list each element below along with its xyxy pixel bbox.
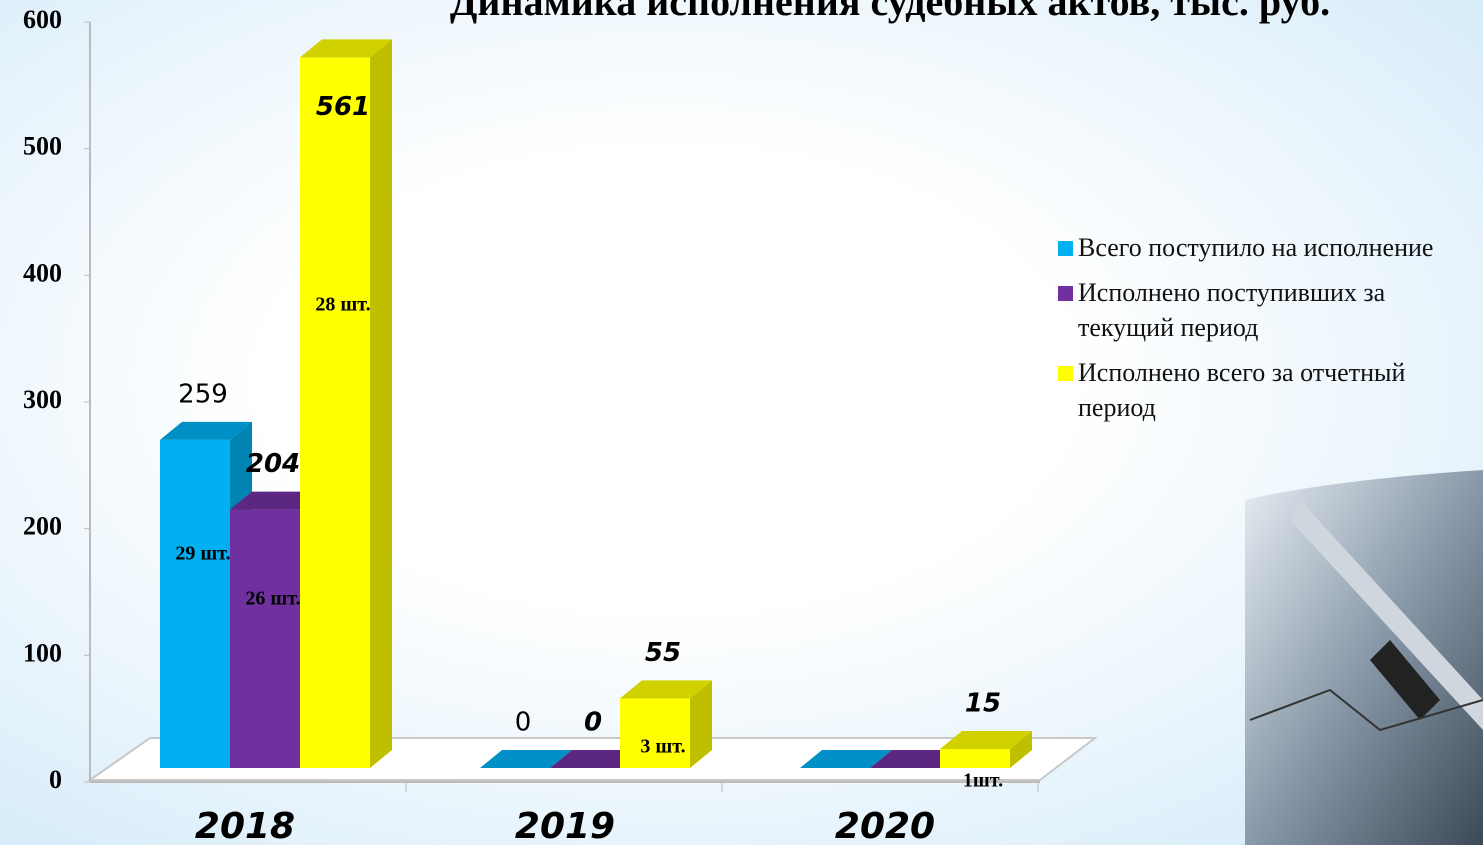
bar <box>870 750 962 768</box>
decorative-photo <box>1245 470 1483 845</box>
data-label: 259 <box>178 379 228 409</box>
data-label: 0 <box>584 708 602 738</box>
bar-face <box>300 39 392 58</box>
y-tick-label: 500 <box>23 132 62 161</box>
bar-face <box>160 439 230 768</box>
y-tick-label: 0 <box>49 765 62 794</box>
bar-face <box>940 749 1010 768</box>
legend: Всего поступило на исполнение Исполнено п… <box>1058 230 1483 435</box>
bar <box>620 680 712 768</box>
bar-face <box>160 421 252 440</box>
bar-face <box>230 491 322 510</box>
bar-face <box>870 750 962 768</box>
bar <box>480 750 572 768</box>
data-label: 15 <box>965 689 1001 719</box>
bar-face <box>690 680 712 768</box>
count-label: 1шт. <box>963 770 1003 792</box>
count-label: 3 шт. <box>640 736 685 758</box>
bar-face <box>940 731 1032 749</box>
y-tick-label: 300 <box>23 385 62 414</box>
data-label: 561 <box>316 92 370 122</box>
count-label: 28 шт. <box>315 294 370 316</box>
x-tick-label: 2018 <box>195 806 295 845</box>
bar-face <box>480 750 572 768</box>
legend-item: Исполнено всего за отчетный период <box>1058 355 1483 425</box>
bar-face <box>1010 731 1032 768</box>
legend-swatch <box>1058 286 1073 301</box>
legend-swatch <box>1058 241 1073 256</box>
bar-face <box>800 750 892 768</box>
legend-swatch <box>1058 366 1073 381</box>
bar-face <box>620 680 712 699</box>
bar-face <box>230 509 300 768</box>
legend-label: Всего поступило на исполнение <box>1078 233 1434 262</box>
bar <box>940 731 1032 768</box>
legend-item: Всего поступило на исполнение <box>1058 230 1483 265</box>
count-label: 29 шт. <box>175 542 230 564</box>
legend-label: Исполнено поступивших за текущий период <box>1078 278 1386 342</box>
bar <box>800 750 892 768</box>
x-tick-label: 2020 <box>835 806 935 845</box>
data-label: 55 <box>645 638 681 668</box>
legend-item: Исполнено поступивших за текущий период <box>1058 275 1483 345</box>
bar <box>300 39 392 768</box>
y-tick-label: 100 <box>23 638 62 667</box>
legend-label: Исполнено всего за отчетный период <box>1078 358 1406 422</box>
bar-face <box>620 698 690 768</box>
data-label: 0 <box>515 708 532 738</box>
bar-face <box>550 750 642 768</box>
bar <box>550 750 642 768</box>
y-tick-label: 600 <box>23 5 62 34</box>
chart-title: Динамика исполнения судебных актов, тыс.… <box>450 0 1330 24</box>
count-label: 26 шт. <box>245 588 300 610</box>
bar-face <box>370 39 392 768</box>
x-tick-label: 2019 <box>515 806 615 845</box>
y-tick-label: 400 <box>23 258 62 287</box>
y-tick-label: 200 <box>23 512 62 541</box>
bar-face <box>300 57 370 768</box>
data-label: 204 <box>246 449 300 479</box>
